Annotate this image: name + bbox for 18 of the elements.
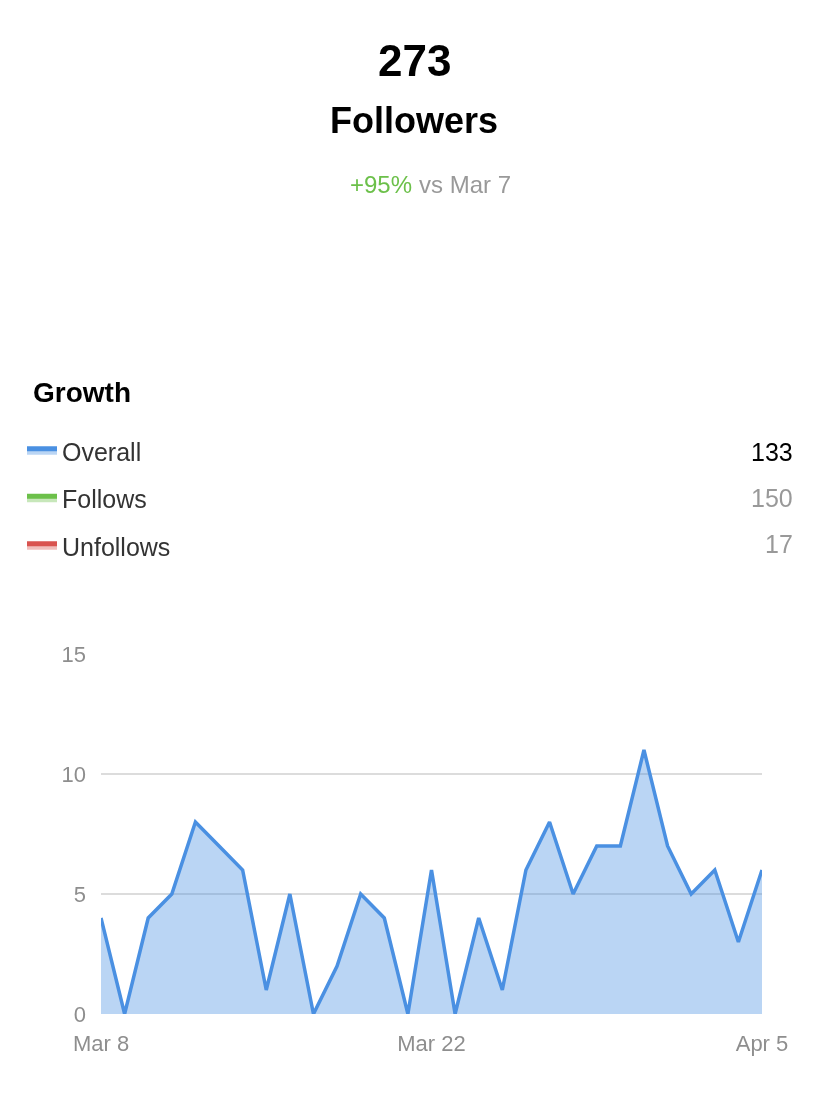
chart-title: Growth [33,376,131,408]
text: +95% [350,171,413,198]
x-tick-label: Mar 22 [397,1031,466,1056]
x-tick-label: Apr 5 [735,1031,789,1056]
y-tick-label: 10 [61,761,86,787]
text: 273 [378,36,452,85]
text: 150 [751,484,793,512]
legend-label: Unfollows [62,532,171,561]
text: Followers [330,100,499,141]
y-tick-label: 0 [73,1001,86,1027]
legend-label: Overall [62,437,142,466]
text: 17 [765,530,793,558]
text: vs Mar 7 [419,171,512,198]
y-tick-label: 15 [61,641,86,667]
text: 133 [751,438,793,466]
x-tick-label: Mar 8 [72,1031,130,1056]
y-tick-label: 5 [73,881,86,907]
legend-label: Follows [62,485,147,513]
